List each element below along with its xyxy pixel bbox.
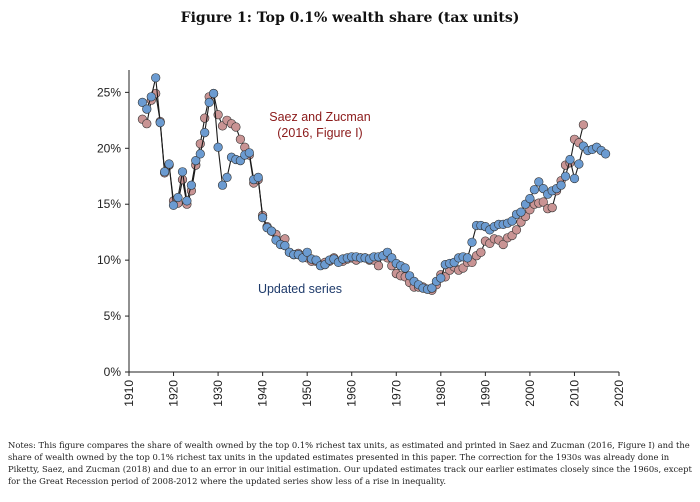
updated-point <box>222 172 232 182</box>
saez-zucman-annotation-line2: (2016, Figure I) <box>277 126 362 140</box>
saez-zucman-annotation-line1: Saez and Zucman <box>269 110 370 124</box>
updated-point <box>137 97 147 107</box>
updated-point <box>177 167 188 177</box>
updated-point <box>427 283 437 293</box>
updated-point <box>400 263 410 273</box>
updated-point <box>168 200 179 210</box>
y-tick-label: 25% <box>97 85 121 99</box>
x-tick-label: 1920 <box>167 380 181 407</box>
chart-axes: 0% 5% 10% 15% 20% 25% 1910 1920 1930 1940 1950 1960… <box>97 70 626 407</box>
updated-point <box>534 177 544 187</box>
updated-point <box>529 185 540 195</box>
x-tick-label: 1960 <box>345 380 359 407</box>
saez-zucman-point <box>476 247 486 257</box>
x-tick-label: 2020 <box>612 380 626 407</box>
updated-point <box>155 117 165 128</box>
updated-point <box>525 194 535 204</box>
y-tick-label: 20% <box>97 141 121 155</box>
updated-point <box>253 172 263 182</box>
figure-notes: Notes: This figure compares the share of… <box>8 440 692 486</box>
updated-point <box>164 159 174 169</box>
updated-point <box>280 241 290 251</box>
saez-zucman-point <box>373 261 384 271</box>
updated-point <box>142 104 152 114</box>
saez-zucman-point <box>538 197 548 207</box>
x-tick-label: 1990 <box>478 380 492 407</box>
x-tick-label: 1950 <box>300 380 314 407</box>
updated-point <box>600 149 611 159</box>
updated-point <box>467 237 477 247</box>
updated-point <box>516 207 526 217</box>
updated-point <box>209 88 219 99</box>
saez-zucman-point <box>511 225 522 235</box>
saez-zucman-point <box>498 239 508 250</box>
updated-point <box>151 73 161 83</box>
x-tick-label: 1970 <box>389 380 403 407</box>
updated-point <box>258 213 268 223</box>
x-tick-label: 1980 <box>434 380 448 407</box>
updated-series-annotation: Updated series <box>258 282 342 296</box>
saez-zucman-point <box>231 122 241 132</box>
updated-point <box>574 159 584 169</box>
updated-point <box>556 180 566 190</box>
updated-point <box>160 167 170 177</box>
updated-point <box>204 97 214 107</box>
saez-zucman-point <box>177 175 188 185</box>
y-tick-label: 5% <box>104 309 122 323</box>
x-tick-label: 2010 <box>567 380 581 407</box>
x-tick-label: 1940 <box>256 380 270 407</box>
saez-zucman-point <box>547 203 557 213</box>
updated-point <box>560 171 571 181</box>
x-tick-label: 1910 <box>122 380 136 407</box>
updated-point <box>186 180 196 190</box>
updated-point <box>436 273 446 283</box>
saez-zucman-point <box>578 120 589 130</box>
saez-zucman-point <box>142 119 152 129</box>
updated-point <box>182 196 192 206</box>
updated-point <box>217 180 228 190</box>
y-tick-label: 0% <box>104 365 122 379</box>
updated-point <box>146 92 156 102</box>
updated-point <box>565 154 575 165</box>
updated-point <box>213 142 223 152</box>
chart: 0% 5% 10% 15% 20% 25% 1910 1920 1930 1940 1950 1960… <box>97 70 626 407</box>
updated-point <box>266 226 277 236</box>
y-tick-label: 10% <box>97 253 121 267</box>
x-tick-label: 2000 <box>523 380 537 407</box>
updated-point <box>195 149 205 159</box>
updated-point <box>191 156 201 166</box>
y-tick-label: 15% <box>97 197 121 211</box>
figure-title: Figure 1: Top 0.1% wealth share (tax uni… <box>180 10 520 26</box>
updated-point <box>173 192 183 203</box>
saez-zucman-point <box>235 134 245 144</box>
updated-point <box>462 253 473 263</box>
updated-point <box>302 247 312 257</box>
updated-point <box>200 128 210 138</box>
updated-point <box>507 216 517 226</box>
x-tick-label: 1930 <box>211 380 225 407</box>
updated-point <box>569 173 580 184</box>
series-updated <box>137 73 611 294</box>
updated-point <box>244 148 254 158</box>
